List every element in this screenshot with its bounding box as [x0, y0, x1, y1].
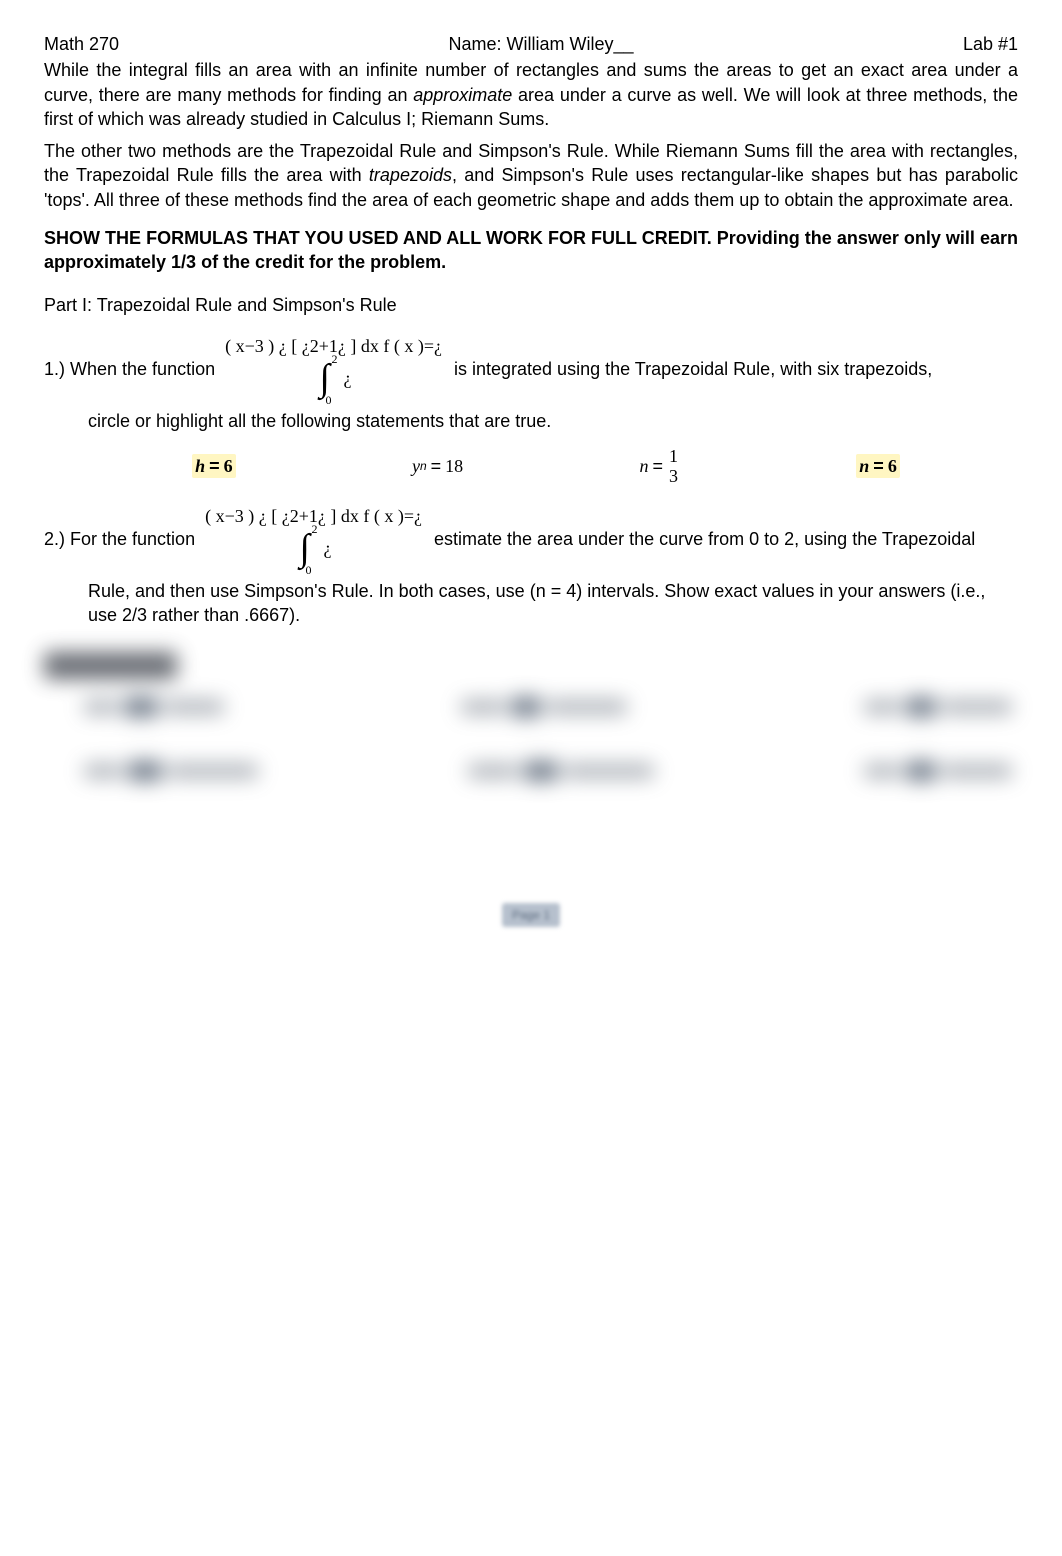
opt-c-eq: =: [648, 454, 667, 478]
header-row: Math 270 Name: William Wiley__ Lab #1: [44, 32, 1018, 56]
student-name: Name: William Wiley__: [448, 32, 633, 56]
page-footer: Page 1: [44, 901, 1018, 927]
blurred-item: [864, 697, 1012, 717]
option-n-frac: n= 1 3: [639, 447, 680, 485]
q2-math: ( x−3 ) ¿ [ ¿2+1¿ ] dx f ( x )=¿ 2 ∫ 0 ¿: [199, 507, 434, 571]
option-n-6: n=6: [856, 454, 900, 478]
q2-math-l1: ( x−3 ): [205, 506, 254, 526]
integral-upper: 2: [312, 523, 318, 536]
blurred-work-section: Trapezoidal Rule: [44, 651, 1018, 780]
blurred-pill: [864, 700, 900, 714]
blurred-item: [468, 761, 654, 781]
integral-tail: ¿: [324, 539, 332, 559]
blurred-pill: [864, 764, 900, 778]
blurred-rows: [44, 697, 1018, 781]
integral-upper: 2: [332, 353, 338, 366]
blurred-item: [461, 697, 627, 717]
option-yn-18: yn=18: [412, 454, 463, 478]
blurred-item: [84, 761, 258, 781]
q1-math: ( x−3 ) ¿ [ ¿2+1¿ ] dx f ( x )=¿ 2 ∫ 0 ¿: [219, 337, 454, 401]
opt-c-var: n: [639, 454, 648, 478]
blurred-pill: [942, 764, 1012, 778]
q2-math-l4: f ( x )=¿: [363, 506, 422, 526]
blurred-dot: [906, 697, 936, 717]
blurred-pill: [168, 764, 258, 778]
q2-suffix: estimate the area under the curve from 0…: [434, 527, 1018, 551]
integral-symbol: 2 ∫ 0: [316, 357, 344, 401]
q1-math-l2: ¿: [279, 336, 287, 356]
q1-note: circle or highlight all the following st…: [44, 409, 1018, 433]
part1-title: Part I: Trapezoidal Rule and Simpson's R…: [44, 293, 1018, 317]
q1-math-l4: f ( x )=¿: [383, 336, 442, 356]
opt-b-val: 18: [445, 454, 463, 478]
blurred-dot: [124, 697, 158, 717]
blurred-pill: [564, 764, 654, 778]
blurred-pill: [547, 700, 627, 714]
page-number-badge: Page 1: [502, 903, 560, 927]
instructions: SHOW THE FORMULAS THAT YOU USED AND ALL …: [44, 226, 1018, 275]
blurred-pill: [84, 700, 118, 714]
opt-d-var: n: [859, 456, 869, 476]
blurred-dot: [128, 761, 162, 781]
blurred-item: [84, 697, 224, 717]
blurred-pill: [461, 700, 505, 714]
integral-glyph-icon: ∫: [300, 529, 310, 567]
blurred-row: [84, 761, 1012, 781]
integral-glyph-icon: ∫: [320, 359, 330, 397]
question-1: 1.) When the function ( x−3 ) ¿ [ ¿2+1¿ …: [44, 337, 1018, 401]
blurred-item: [864, 761, 1012, 781]
course-label: Math 270: [44, 32, 119, 56]
blurred-pill: [84, 764, 122, 778]
intro-p1-ital: approximate: [413, 85, 512, 105]
intro-p2-ital: trapezoids: [369, 165, 452, 185]
q2-math-l2: ¿: [259, 506, 267, 526]
opt-d-val: 6: [888, 456, 897, 476]
opt-b-var: y: [412, 454, 420, 478]
blurred-pill: [164, 700, 224, 714]
blurred-dot: [524, 761, 558, 781]
q2-prefix: 2.) For the function: [44, 527, 199, 551]
q1-math-l1: ( x−3 ): [225, 336, 274, 356]
opt-c-num: 1: [667, 447, 680, 466]
opt-b-sub: n: [420, 458, 427, 474]
intro-paragraph-2: The other two methods are the Trapezoida…: [44, 139, 1018, 212]
integral-symbol: 2 ∫ 0: [296, 527, 324, 571]
integral-lower: 0: [326, 394, 332, 407]
opt-a-val: 6: [224, 456, 233, 476]
option-d-content: n=6: [856, 454, 900, 478]
blurred-dot: [906, 761, 936, 781]
option-h-6: h=6: [192, 454, 236, 478]
opt-a-eq: =: [205, 456, 224, 476]
q2-integral: 2 ∫ 0 ¿: [205, 527, 422, 571]
option-a-content: h=6: [192, 454, 236, 478]
options-row: h=6 yn=18 n= 1 3 n=6: [44, 447, 1018, 485]
opt-a-var: h: [195, 456, 205, 476]
intro-paragraph-1: While the integral fills an area with an…: [44, 58, 1018, 131]
blurred-pill: [942, 700, 1012, 714]
integral-tail: ¿: [344, 369, 352, 389]
opt-b-eq: =: [427, 454, 446, 478]
integral-lower: 0: [306, 564, 312, 577]
lab-label: Lab #1: [963, 32, 1018, 56]
blurred-pill: [468, 764, 518, 778]
opt-c-den: 3: [667, 466, 680, 485]
blurred-row: [84, 697, 1012, 717]
q2-note: Rule, and then use Simpson's Rule. In bo…: [44, 579, 1018, 628]
opt-c-fraction: 1 3: [667, 447, 680, 485]
q1-suffix: is integrated using the Trapezoidal Rule…: [454, 357, 1018, 381]
q1-prefix: 1.) When the function: [44, 357, 219, 381]
q1-integral: 2 ∫ 0 ¿: [225, 357, 442, 401]
blurred-dot: [511, 697, 541, 717]
blurred-heading: Trapezoidal Rule: [44, 652, 177, 678]
question-2: 2.) For the function ( x−3 ) ¿ [ ¿2+1¿ ]…: [44, 507, 1018, 571]
opt-d-eq: =: [869, 456, 888, 476]
